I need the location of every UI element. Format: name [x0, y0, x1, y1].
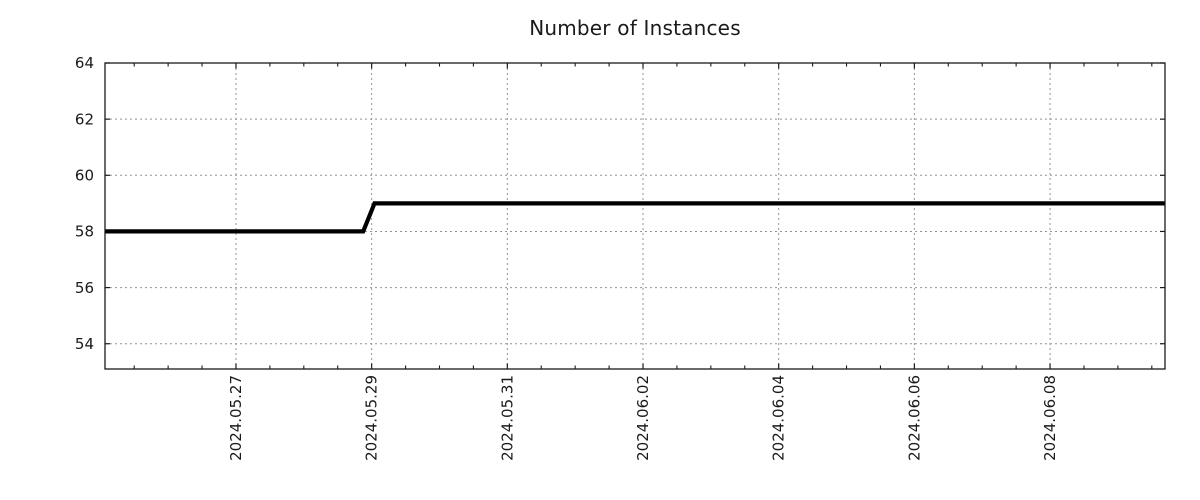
y-tick-label: 62: [75, 110, 94, 128]
x-tick-label: 2024.06.02: [634, 375, 652, 461]
x-tick-label: 2024.05.29: [363, 375, 381, 461]
series-line-instances: [105, 201, 1165, 234]
y-tick-label: 56: [75, 279, 94, 297]
x-tick-label: 2024.06.04: [770, 375, 788, 461]
y-tick-label: 64: [75, 54, 94, 72]
x-tick-label: 2024.05.31: [498, 375, 516, 461]
x-tick-label: 2024.05.27: [227, 375, 245, 461]
y-tick-label: 58: [75, 223, 94, 241]
x-tick-label: 2024.06.08: [1041, 375, 1059, 461]
plot-frame: [104, 62, 1166, 370]
y-tick-label: 54: [75, 335, 94, 353]
y-tick-label: 60: [75, 166, 94, 184]
chart-title: Number of Instances: [529, 16, 741, 40]
x-tick-label: 2024.06.06: [905, 375, 923, 461]
